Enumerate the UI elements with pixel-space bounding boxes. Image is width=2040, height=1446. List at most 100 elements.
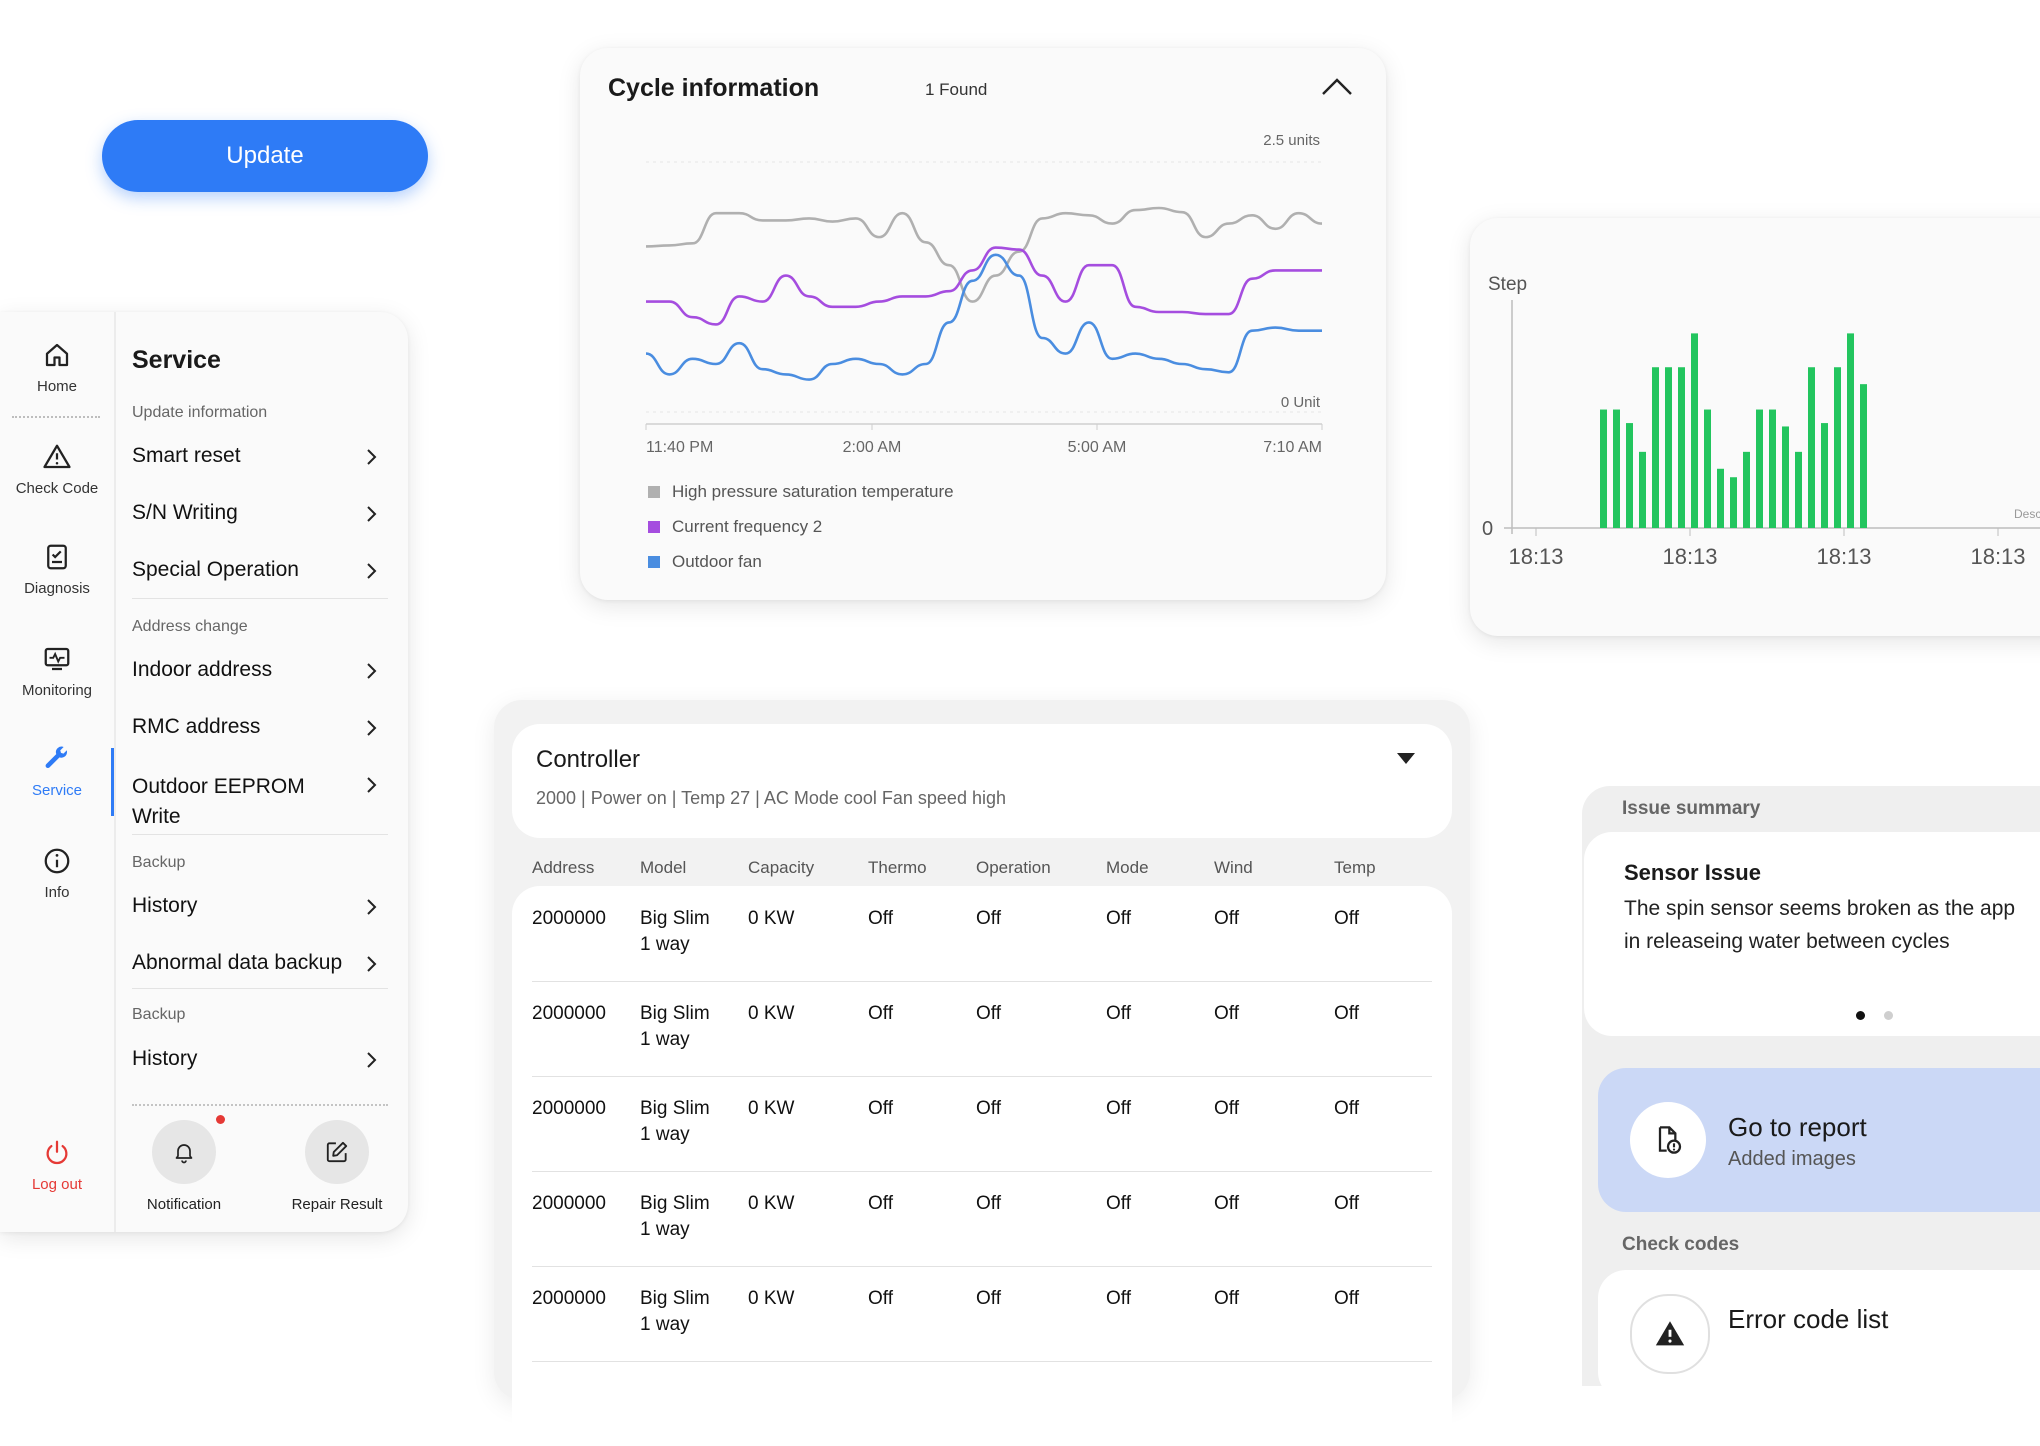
- menu-separator: [132, 988, 388, 989]
- controller-header[interactable]: Controller 2000 | Power on | Temp 27 | A…: [512, 724, 1452, 838]
- repair-result-button[interactable]: [305, 1120, 369, 1184]
- table-row[interactable]: 2000000 Big Slim 1 way 0 KW Off Off Off Off Off: [532, 1076, 1432, 1172]
- table-row[interactable]: 2000000 Big Slim 1 way 0 KW Off Off Off Off Off: [532, 981, 1432, 1077]
- table-cell-address: 2000000: [532, 1288, 606, 1309]
- step-bar: [1769, 409, 1776, 528]
- warning-icon: [1655, 1321, 1685, 1346]
- cycle-information-card: 11:40 PM 2:00 AM 5:00 AM 7:10 AM Cycle info…: [580, 48, 1386, 600]
- step-bar: [1860, 384, 1867, 528]
- table-row[interactable]: 2000000 Big Slim 1 way 0 KW Off Off Off Off Off: [532, 886, 1432, 982]
- step-bar-chart: Step 0 18:13 18:13 18:13 18:13 Desc: [1482, 274, 2040, 569]
- column-header-address: Address: [532, 858, 595, 877]
- warning-icon: [43, 444, 71, 469]
- menu-item-special-operation[interactable]: Special Operation: [132, 558, 388, 582]
- rail-item-logout[interactable]: Log out: [0, 1138, 114, 1193]
- table-cell-thermo: Off: [868, 908, 893, 929]
- notification-button[interactable]: [152, 1120, 216, 1184]
- table-cell-model: Big Slim 1 way: [640, 1003, 710, 1050]
- menu-item-rmc-address[interactable]: RMC address: [132, 715, 388, 739]
- rail-item-info[interactable]: Info: [0, 846, 114, 901]
- step-bar: [1717, 468, 1724, 528]
- notification-badge: [216, 1115, 225, 1124]
- table-cell-mode: Off: [1106, 1288, 1131, 1309]
- table-cell-mode: Off: [1106, 1098, 1131, 1119]
- menu-item-sn-writing[interactable]: S/N Writing: [132, 501, 388, 525]
- chevron-up-icon[interactable]: [1320, 76, 1354, 98]
- menu-item-smart-reset[interactable]: Smart reset: [132, 444, 388, 468]
- chevron-right-icon: [367, 720, 377, 736]
- rail-active-indicator: [111, 748, 114, 816]
- chevron-right-icon: [367, 563, 377, 579]
- table-row[interactable]: 2000000 Big Slim 1 way 0 KW Off Off Off Off Off: [532, 1266, 1432, 1362]
- table-cell-model: Big Slim 1 way: [640, 1098, 710, 1145]
- table-cell-model: Big Slim 1 way: [640, 1288, 710, 1335]
- update-button[interactable]: Update: [102, 120, 428, 192]
- series-line-1: [646, 246, 1322, 326]
- rail-item-monitoring[interactable]: Monitoring: [0, 644, 114, 699]
- column-header-operation: Operation: [976, 858, 1051, 877]
- rail-label-logout: Log out: [31, 1176, 83, 1193]
- pager-dot[interactable]: [1884, 1011, 1893, 1020]
- table-cell-wind: Off: [1214, 1288, 1239, 1309]
- chevron-right-icon: [367, 899, 377, 915]
- y-axis-title: Step: [1488, 274, 1527, 295]
- service-navigation-card: Home Check Code Diagnosis Monitoring Ser…: [0, 312, 408, 1232]
- rail-label-monitoring: Monitoring: [21, 682, 93, 699]
- step-bar: [1665, 367, 1672, 528]
- pager-dot-active[interactable]: [1856, 1011, 1865, 1020]
- power-icon: [46, 1140, 68, 1165]
- chevron-right-icon: [367, 1052, 377, 1068]
- step-chart-card: Step 0 18:13 18:13 18:13 18:13 Desc: [1470, 218, 2040, 636]
- step-bar: [1613, 409, 1620, 528]
- controller-table: 2000000 Big Slim 1 way 0 KW Off Off Off Off Off…: [512, 886, 1452, 1446]
- step-bar: [1691, 333, 1698, 528]
- controller-name: Controller: [536, 746, 641, 773]
- menu-item-history[interactable]: History: [132, 894, 388, 918]
- navigation-rail: Home Check Code Diagnosis Monitoring Ser…: [0, 312, 116, 1232]
- rail-item-diagnosis[interactable]: Diagnosis: [0, 542, 114, 597]
- controller-summary: 2000 | Power on | Temp 27 | AC Mode cool…: [536, 788, 1006, 808]
- legend-swatch: [648, 556, 660, 568]
- issue-card[interactable]: Sensor Issue The spin sensor seems broke…: [1584, 832, 2040, 1036]
- menu-item-outdoor-eeprom-write[interactable]: Outdoor EEPROM Write: [132, 772, 377, 832]
- x-tick-label: 5:00 AM: [1068, 439, 1127, 456]
- error-code-list-button[interactable]: Error code list: [1598, 1270, 2040, 1400]
- table-cell-mode: Off: [1106, 908, 1131, 929]
- error-list-icon-circle: [1630, 1294, 1710, 1374]
- bottom-divider: [132, 1104, 388, 1106]
- rail-label-check-code: Check Code: [15, 480, 99, 497]
- chevron-right-icon: [367, 506, 377, 522]
- table-cell-thermo: Off: [868, 1193, 893, 1214]
- table-cell-temp: Off: [1334, 1003, 1359, 1024]
- y-max-label: 2.5 units: [1263, 132, 1320, 149]
- rail-label-home: Home: [36, 378, 77, 395]
- cycle-found-count: 1 Found: [925, 80, 988, 99]
- column-header-mode: Mode: [1106, 858, 1149, 877]
- report-title: Go to report: [1728, 1112, 1867, 1142]
- table-cell-capacity: 0 KW: [748, 1098, 795, 1119]
- caret-down-icon[interactable]: [1396, 752, 1416, 766]
- table-cell-mode: Off: [1106, 1003, 1131, 1024]
- menu-item-abnormal-data-backup[interactable]: Abnormal data backup: [132, 951, 388, 975]
- menu-item-history-2[interactable]: History: [132, 1047, 388, 1071]
- table-cell-wind: Off: [1214, 1003, 1239, 1024]
- column-header-model: Model: [640, 858, 687, 877]
- rail-item-home[interactable]: Home: [0, 340, 114, 395]
- controller-card: Controller 2000 | Power on | Temp 27 | A…: [494, 700, 1470, 1446]
- table-cell-thermo: Off: [868, 1288, 893, 1309]
- notification-label: Notification: [146, 1196, 222, 1213]
- menu-item-indoor-address[interactable]: Indoor address: [132, 658, 388, 682]
- issue-description-line-1: The spin sensor seems broken as the app: [1624, 897, 2016, 920]
- table-cell-thermo: Off: [868, 1098, 893, 1119]
- column-header-capacity: Capacity: [748, 858, 815, 877]
- table-cell-operation: Off: [976, 1193, 1001, 1214]
- rail-item-check-code[interactable]: Check Code: [0, 442, 114, 497]
- series-line-2: [645, 253, 1322, 381]
- x-tick-label: 18:13: [1662, 544, 1717, 569]
- step-bar: [1639, 451, 1646, 528]
- table-row[interactable]: 2000000 Big Slim 1 way 0 KW Off Off Off Off Off: [532, 1171, 1432, 1267]
- rail-item-service[interactable]: Service: [0, 744, 114, 799]
- go-to-report-button[interactable]: Go to report Added images: [1598, 1068, 2040, 1212]
- menu-separator: [132, 834, 388, 835]
- rail-label-diagnosis: Diagnosis: [24, 580, 90, 597]
